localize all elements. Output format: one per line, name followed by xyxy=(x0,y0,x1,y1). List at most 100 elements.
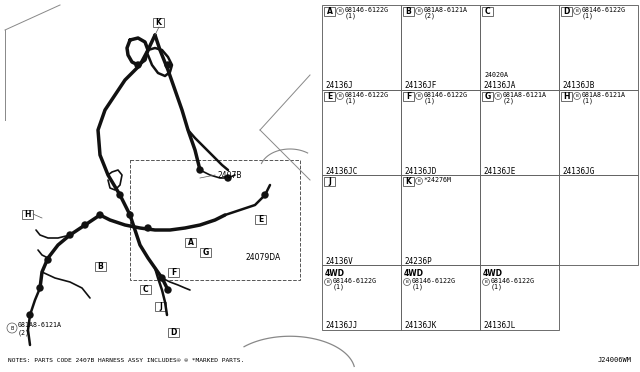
Bar xyxy=(324,7,335,16)
Circle shape xyxy=(97,212,103,218)
Bar xyxy=(480,90,559,175)
Text: 08146-6122G: 08146-6122G xyxy=(333,278,376,284)
Bar xyxy=(322,5,401,90)
Text: C: C xyxy=(143,285,148,294)
Text: (1): (1) xyxy=(412,284,424,290)
Text: 08146-6122G: 08146-6122G xyxy=(424,92,467,98)
Text: 4WD: 4WD xyxy=(404,269,424,278)
Bar xyxy=(403,177,414,186)
Text: NOTES: PARTS CODE 2407B HARNESS ASSY INCLUDES® ® *MARKED PARTS.: NOTES: PARTS CODE 2407B HARNESS ASSY INC… xyxy=(8,357,244,362)
Text: 24020A: 24020A xyxy=(484,72,508,78)
Text: B: B xyxy=(339,9,341,13)
Text: K: K xyxy=(406,177,412,186)
Text: B: B xyxy=(326,280,330,284)
Text: D: D xyxy=(563,7,570,16)
Bar xyxy=(22,210,33,219)
Text: 2407B: 2407B xyxy=(218,170,243,180)
Bar xyxy=(482,92,493,101)
Text: 24079DA: 24079DA xyxy=(245,253,280,263)
Bar xyxy=(324,177,335,186)
Text: (1): (1) xyxy=(424,98,435,104)
Bar xyxy=(561,92,572,101)
Text: E: E xyxy=(327,92,332,101)
Text: B: B xyxy=(406,7,412,16)
Text: (1): (1) xyxy=(582,98,593,104)
Bar xyxy=(559,90,638,175)
Circle shape xyxy=(37,285,43,291)
Text: (2): (2) xyxy=(424,13,435,19)
Bar xyxy=(482,7,493,16)
Text: F: F xyxy=(171,268,176,277)
Text: B: B xyxy=(497,94,499,98)
Circle shape xyxy=(262,192,268,198)
Text: B: B xyxy=(417,94,420,98)
Bar xyxy=(403,92,414,101)
Bar xyxy=(324,92,335,101)
Text: C: C xyxy=(484,7,490,16)
Circle shape xyxy=(135,62,141,68)
Circle shape xyxy=(197,167,203,173)
Text: 08146-6122G: 08146-6122G xyxy=(582,7,625,13)
Text: 081A8-6121A: 081A8-6121A xyxy=(18,322,62,328)
Text: F: F xyxy=(406,92,411,101)
Text: (2): (2) xyxy=(502,98,515,104)
Text: 08146-6122G: 08146-6122G xyxy=(412,278,456,284)
Bar xyxy=(95,262,106,271)
Text: 24136JL: 24136JL xyxy=(483,321,515,330)
Text: B: B xyxy=(417,9,420,13)
Text: (1): (1) xyxy=(333,284,344,290)
Text: 4WD: 4WD xyxy=(483,269,503,278)
Circle shape xyxy=(225,175,231,181)
Circle shape xyxy=(165,287,171,293)
Text: B: B xyxy=(10,326,13,330)
Text: 24136JA: 24136JA xyxy=(483,81,515,90)
Text: 081A8-6121A: 081A8-6121A xyxy=(502,92,547,98)
Text: 24136JF: 24136JF xyxy=(404,81,436,90)
Bar xyxy=(480,175,559,265)
Text: B: B xyxy=(98,262,104,271)
Circle shape xyxy=(159,275,165,281)
Text: A: A xyxy=(326,7,332,16)
Text: (1): (1) xyxy=(344,98,356,104)
Bar xyxy=(401,90,480,175)
Text: B: B xyxy=(575,94,579,98)
Text: (1): (1) xyxy=(490,284,502,290)
Bar xyxy=(130,160,300,280)
Bar xyxy=(403,7,414,16)
Text: E: E xyxy=(258,215,263,224)
Bar xyxy=(322,90,401,175)
Bar xyxy=(185,238,196,247)
Text: 24236P: 24236P xyxy=(404,257,432,266)
Text: *24276M: *24276M xyxy=(424,177,451,183)
Text: K: K xyxy=(156,18,161,27)
Text: 24136JJ: 24136JJ xyxy=(325,321,357,330)
Text: H: H xyxy=(24,210,31,219)
Text: D: D xyxy=(170,328,177,337)
Text: 24136J: 24136J xyxy=(325,81,353,90)
Text: 08146-6122G: 08146-6122G xyxy=(490,278,534,284)
Text: J24006WM: J24006WM xyxy=(598,357,632,363)
Text: (1): (1) xyxy=(344,13,356,19)
Circle shape xyxy=(117,192,123,198)
Text: 24136V: 24136V xyxy=(325,257,353,266)
Text: B: B xyxy=(575,9,579,13)
Text: 24136JK: 24136JK xyxy=(404,321,436,330)
Circle shape xyxy=(45,257,51,263)
Text: 24136JE: 24136JE xyxy=(483,167,515,176)
Text: 081A8-6121A: 081A8-6121A xyxy=(582,92,625,98)
Bar xyxy=(559,5,638,90)
Bar xyxy=(322,175,401,265)
Circle shape xyxy=(82,222,88,228)
Circle shape xyxy=(165,62,171,68)
Text: 24136JB: 24136JB xyxy=(562,81,595,90)
Bar xyxy=(155,302,166,311)
Text: 24136JD: 24136JD xyxy=(404,167,436,176)
Bar xyxy=(168,328,179,337)
Text: J: J xyxy=(328,177,331,186)
Text: B: B xyxy=(339,94,341,98)
Circle shape xyxy=(145,225,151,231)
Text: 08146-6122G: 08146-6122G xyxy=(344,92,388,98)
Text: 081A8-6121A: 081A8-6121A xyxy=(424,7,467,13)
Bar xyxy=(153,18,164,27)
Bar xyxy=(561,7,572,16)
